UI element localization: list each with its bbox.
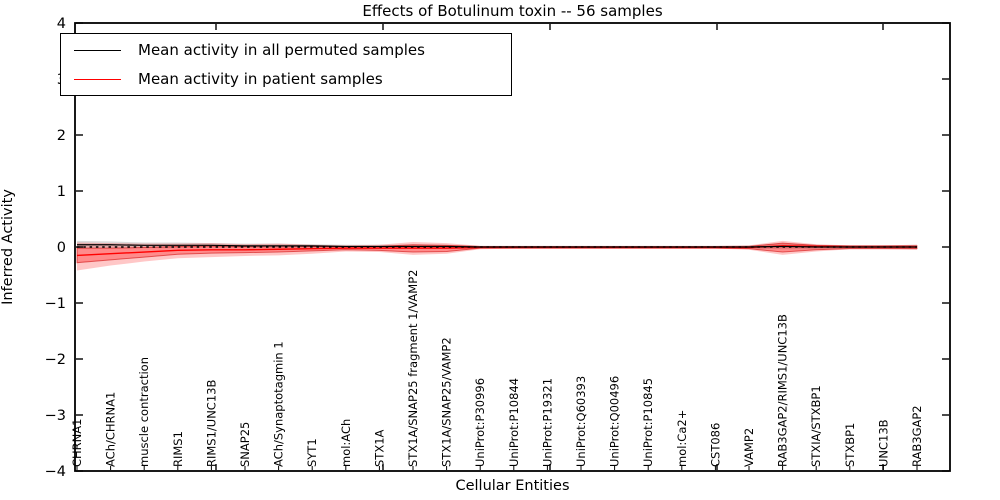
y-tick-label: 1 — [57, 184, 66, 200]
legend-label-patient: Mean activity in patient samples — [138, 70, 383, 88]
x-category-label: RAB3GAP2 — [910, 405, 924, 467]
plot-border — [74, 22, 951, 472]
x-category-label: muscle contraction — [137, 357, 151, 467]
x-category-label: STX1A — [372, 429, 386, 467]
y-tick-label: 2 — [57, 128, 66, 144]
legend-box: Mean activity in all permuted samples Me… — [60, 33, 512, 96]
x-category-label: STXBP1 — [843, 423, 857, 467]
x-category-label: UniProt:P19321 — [540, 378, 554, 467]
y-tick-label: −4 — [45, 464, 66, 480]
x-category-label: CHRNA1 — [70, 419, 84, 467]
x-category-label: RIMS1 — [171, 431, 185, 467]
legend-entry-permuted: Mean activity in all permuted samples — [61, 37, 511, 63]
y-tick-label: −1 — [45, 296, 66, 312]
y-tick-label: −2 — [45, 352, 66, 368]
legend-label-permuted: Mean activity in all permuted samples — [138, 41, 425, 59]
x-category-label: ACh/Synaptotagmin 1 — [272, 341, 286, 467]
x-category-label: STX1A/SNAP25/VAMP2 — [440, 337, 454, 467]
x-axis-label: Cellular Entities — [455, 478, 570, 494]
x-category-label: UniProt:P10844 — [507, 378, 521, 467]
chart-title: Effects of Botulinum toxin -- 56 samples — [362, 2, 663, 20]
x-category-label: UniProt:P30996 — [473, 378, 487, 467]
x-category-label: STXIA/STXBP1 — [809, 385, 823, 467]
x-category-label: RAB3GAP2/RIMS1/UNC13B — [776, 314, 790, 467]
permuted-line-swatch — [74, 49, 121, 51]
legend-entry-patient: Mean activity in patient samples — [61, 66, 511, 92]
y-tick-label: 0 — [57, 240, 66, 256]
x-category-label: UniProt:Q00496 — [608, 376, 622, 467]
x-category-label: ACh/CHRNA1 — [104, 392, 118, 467]
x-category-label: UniProt:Q60393 — [574, 376, 588, 467]
x-category-label: mol:ACh — [339, 419, 353, 467]
x-category-label: CST086 — [708, 423, 722, 467]
x-category-label: mol:Ca2+ — [675, 410, 689, 467]
x-category-label: UniProt:P10845 — [641, 378, 655, 467]
patient-line-swatch — [74, 78, 121, 80]
x-category-label: STX1A/SNAP25 fragment 1/VAMP2 — [406, 270, 420, 467]
x-category-label: VAMP2 — [742, 428, 756, 467]
y-tick-label: −3 — [45, 408, 66, 424]
x-category-label: SYT1 — [305, 438, 319, 467]
y-tick-label: 4 — [57, 16, 66, 32]
x-category-label: SNAP25 — [238, 422, 252, 467]
x-category-label: RIMS1/UNC13B — [204, 380, 218, 467]
x-category-label: UNC13B — [876, 419, 890, 467]
